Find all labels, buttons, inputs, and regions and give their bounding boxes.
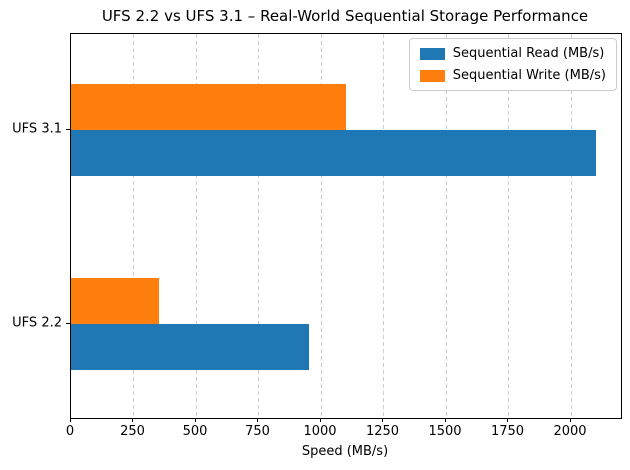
xtick-mark-1250	[382, 418, 383, 422]
chart-title: UFS 2.2 vs UFS 3.1 – Real-World Sequenti…	[101, 7, 589, 25]
xtick-label-2000: 2000	[553, 424, 587, 439]
gridline-1250	[383, 34, 384, 418]
xtick-mark-1750	[507, 418, 508, 422]
plot-area: Sequential Read (MB/s) Sequential Write (…	[70, 33, 622, 419]
xtick-label-750: 750	[245, 424, 270, 439]
xtick-label-0: 0	[65, 424, 75, 439]
gridline-750	[258, 34, 259, 418]
xtick-label-1250: 1250	[365, 424, 400, 439]
bar-ufs-3-1-read	[71, 129, 596, 176]
xtick-label-1000: 1000	[303, 424, 337, 439]
xtick-mark-2000	[569, 418, 571, 422]
gridline-250	[133, 34, 134, 418]
legend-swatch-write	[419, 69, 445, 82]
xtick-mark-1000	[319, 418, 321, 422]
bar-ufs-3-1-write	[71, 83, 346, 130]
xtick-mark-0	[69, 418, 71, 422]
legend: Sequential Read (MB/s) Sequential Write (…	[408, 38, 617, 91]
xtick-label-500: 500	[182, 424, 208, 439]
ytick-mark-1	[66, 128, 70, 130]
bar-ufs-2-2-read	[71, 324, 309, 371]
xtick-mark-750	[257, 418, 258, 422]
xtick-mark-500	[194, 418, 196, 422]
legend-entry-write: Sequential Write (MB/s)	[419, 68, 606, 83]
ytick-mark-0	[66, 323, 70, 325]
ytick-label-ufs-3-1: UFS 3.1	[12, 121, 62, 136]
xtick-label-1500: 1500	[428, 424, 462, 439]
gridline-1500	[445, 34, 447, 418]
ytick-label-ufs-2-2: UFS 2.2	[12, 315, 62, 331]
xtick-mark-250	[132, 418, 133, 422]
gridline-500	[195, 34, 197, 418]
gridline-1750	[508, 34, 509, 418]
xtick-label-250: 250	[120, 424, 145, 439]
legend-label-read: Sequential Read (MB/s)	[452, 46, 605, 61]
legend-entry-read: Sequential Read (MB/s)	[419, 46, 606, 61]
bar-ufs-2-2-write	[71, 278, 159, 325]
legend-swatch-read	[419, 47, 445, 60]
x-axis-label: Speed (MB/s)	[301, 444, 389, 459]
gridline-1000	[320, 34, 322, 418]
xtick-label-1750: 1750	[490, 424, 525, 439]
xtick-mark-1500	[444, 418, 446, 422]
legend-label-write: Sequential Write (MB/s)	[452, 68, 606, 83]
gridline-2000	[570, 34, 572, 418]
